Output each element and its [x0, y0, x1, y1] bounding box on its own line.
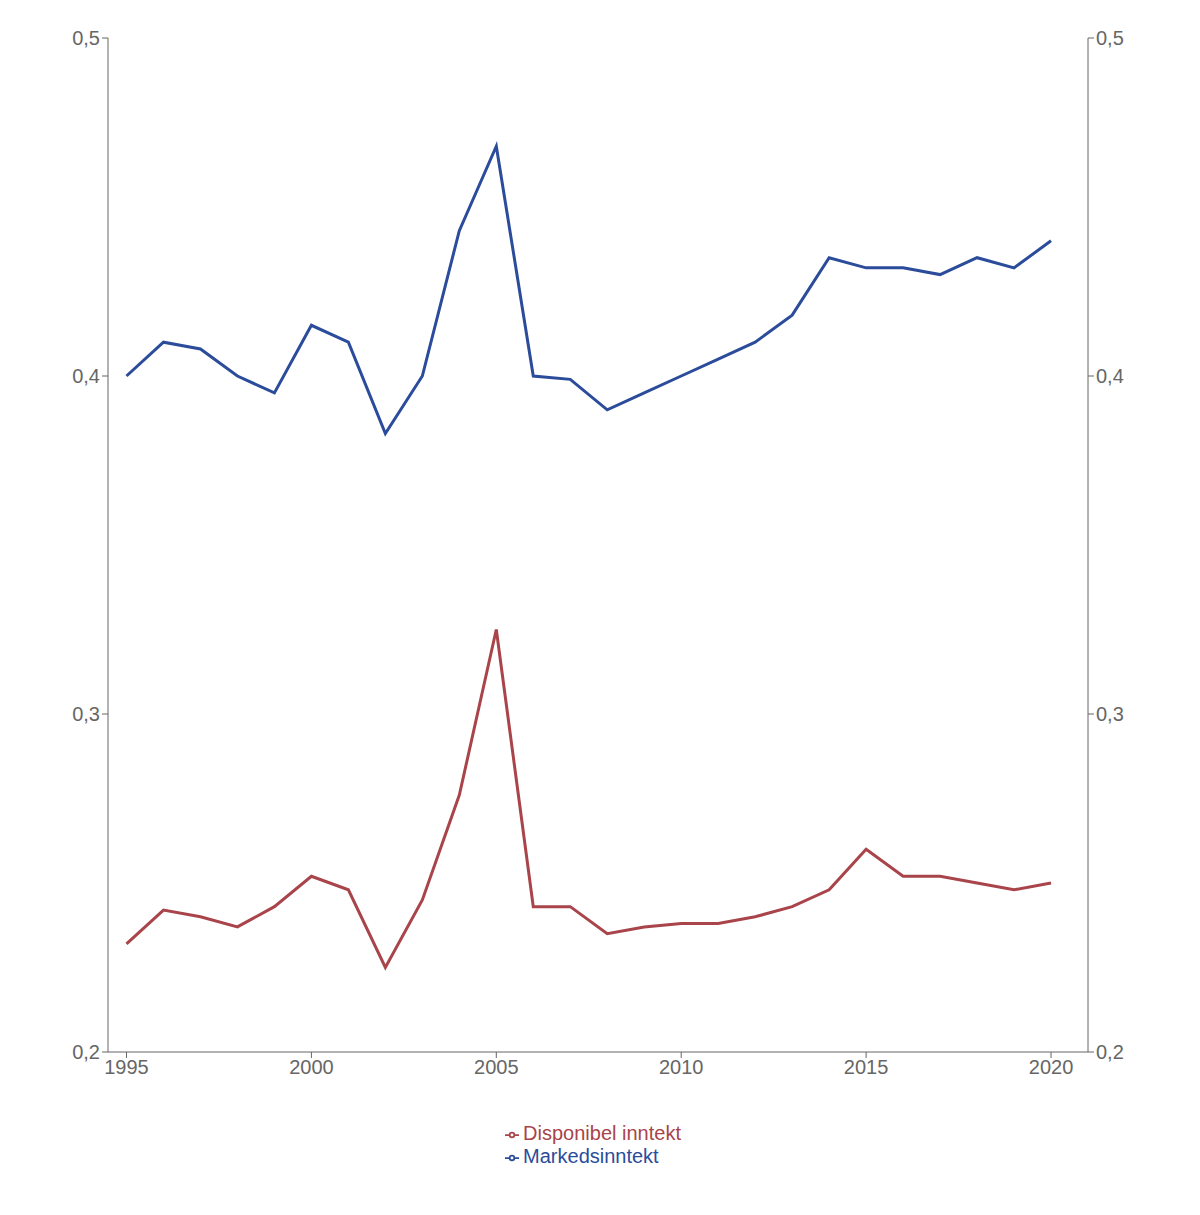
svg-text:0,2: 0,2	[1096, 1041, 1124, 1063]
svg-text:2015: 2015	[844, 1056, 889, 1078]
svg-text:2010: 2010	[659, 1056, 704, 1078]
svg-text:2000: 2000	[289, 1056, 334, 1078]
svg-text:0,2: 0,2	[72, 1041, 100, 1063]
svg-text:1995: 1995	[104, 1056, 149, 1078]
svg-text:2005: 2005	[474, 1056, 519, 1078]
svg-text:0,4: 0,4	[72, 365, 100, 387]
svg-text:0,3: 0,3	[1096, 703, 1124, 725]
svg-text:2020: 2020	[1029, 1056, 1074, 1078]
svg-text:0,5: 0,5	[1096, 27, 1124, 49]
html-text:Disponibel inntekt: Disponibel inntekt	[523, 1122, 681, 1144]
svg-text:0,4: 0,4	[1096, 365, 1124, 387]
svg-text:0,3: 0,3	[72, 703, 100, 725]
svg-text:0,5: 0,5	[72, 27, 100, 49]
html-text:Markedsinntekt: Markedsinntekt	[523, 1145, 659, 1167]
